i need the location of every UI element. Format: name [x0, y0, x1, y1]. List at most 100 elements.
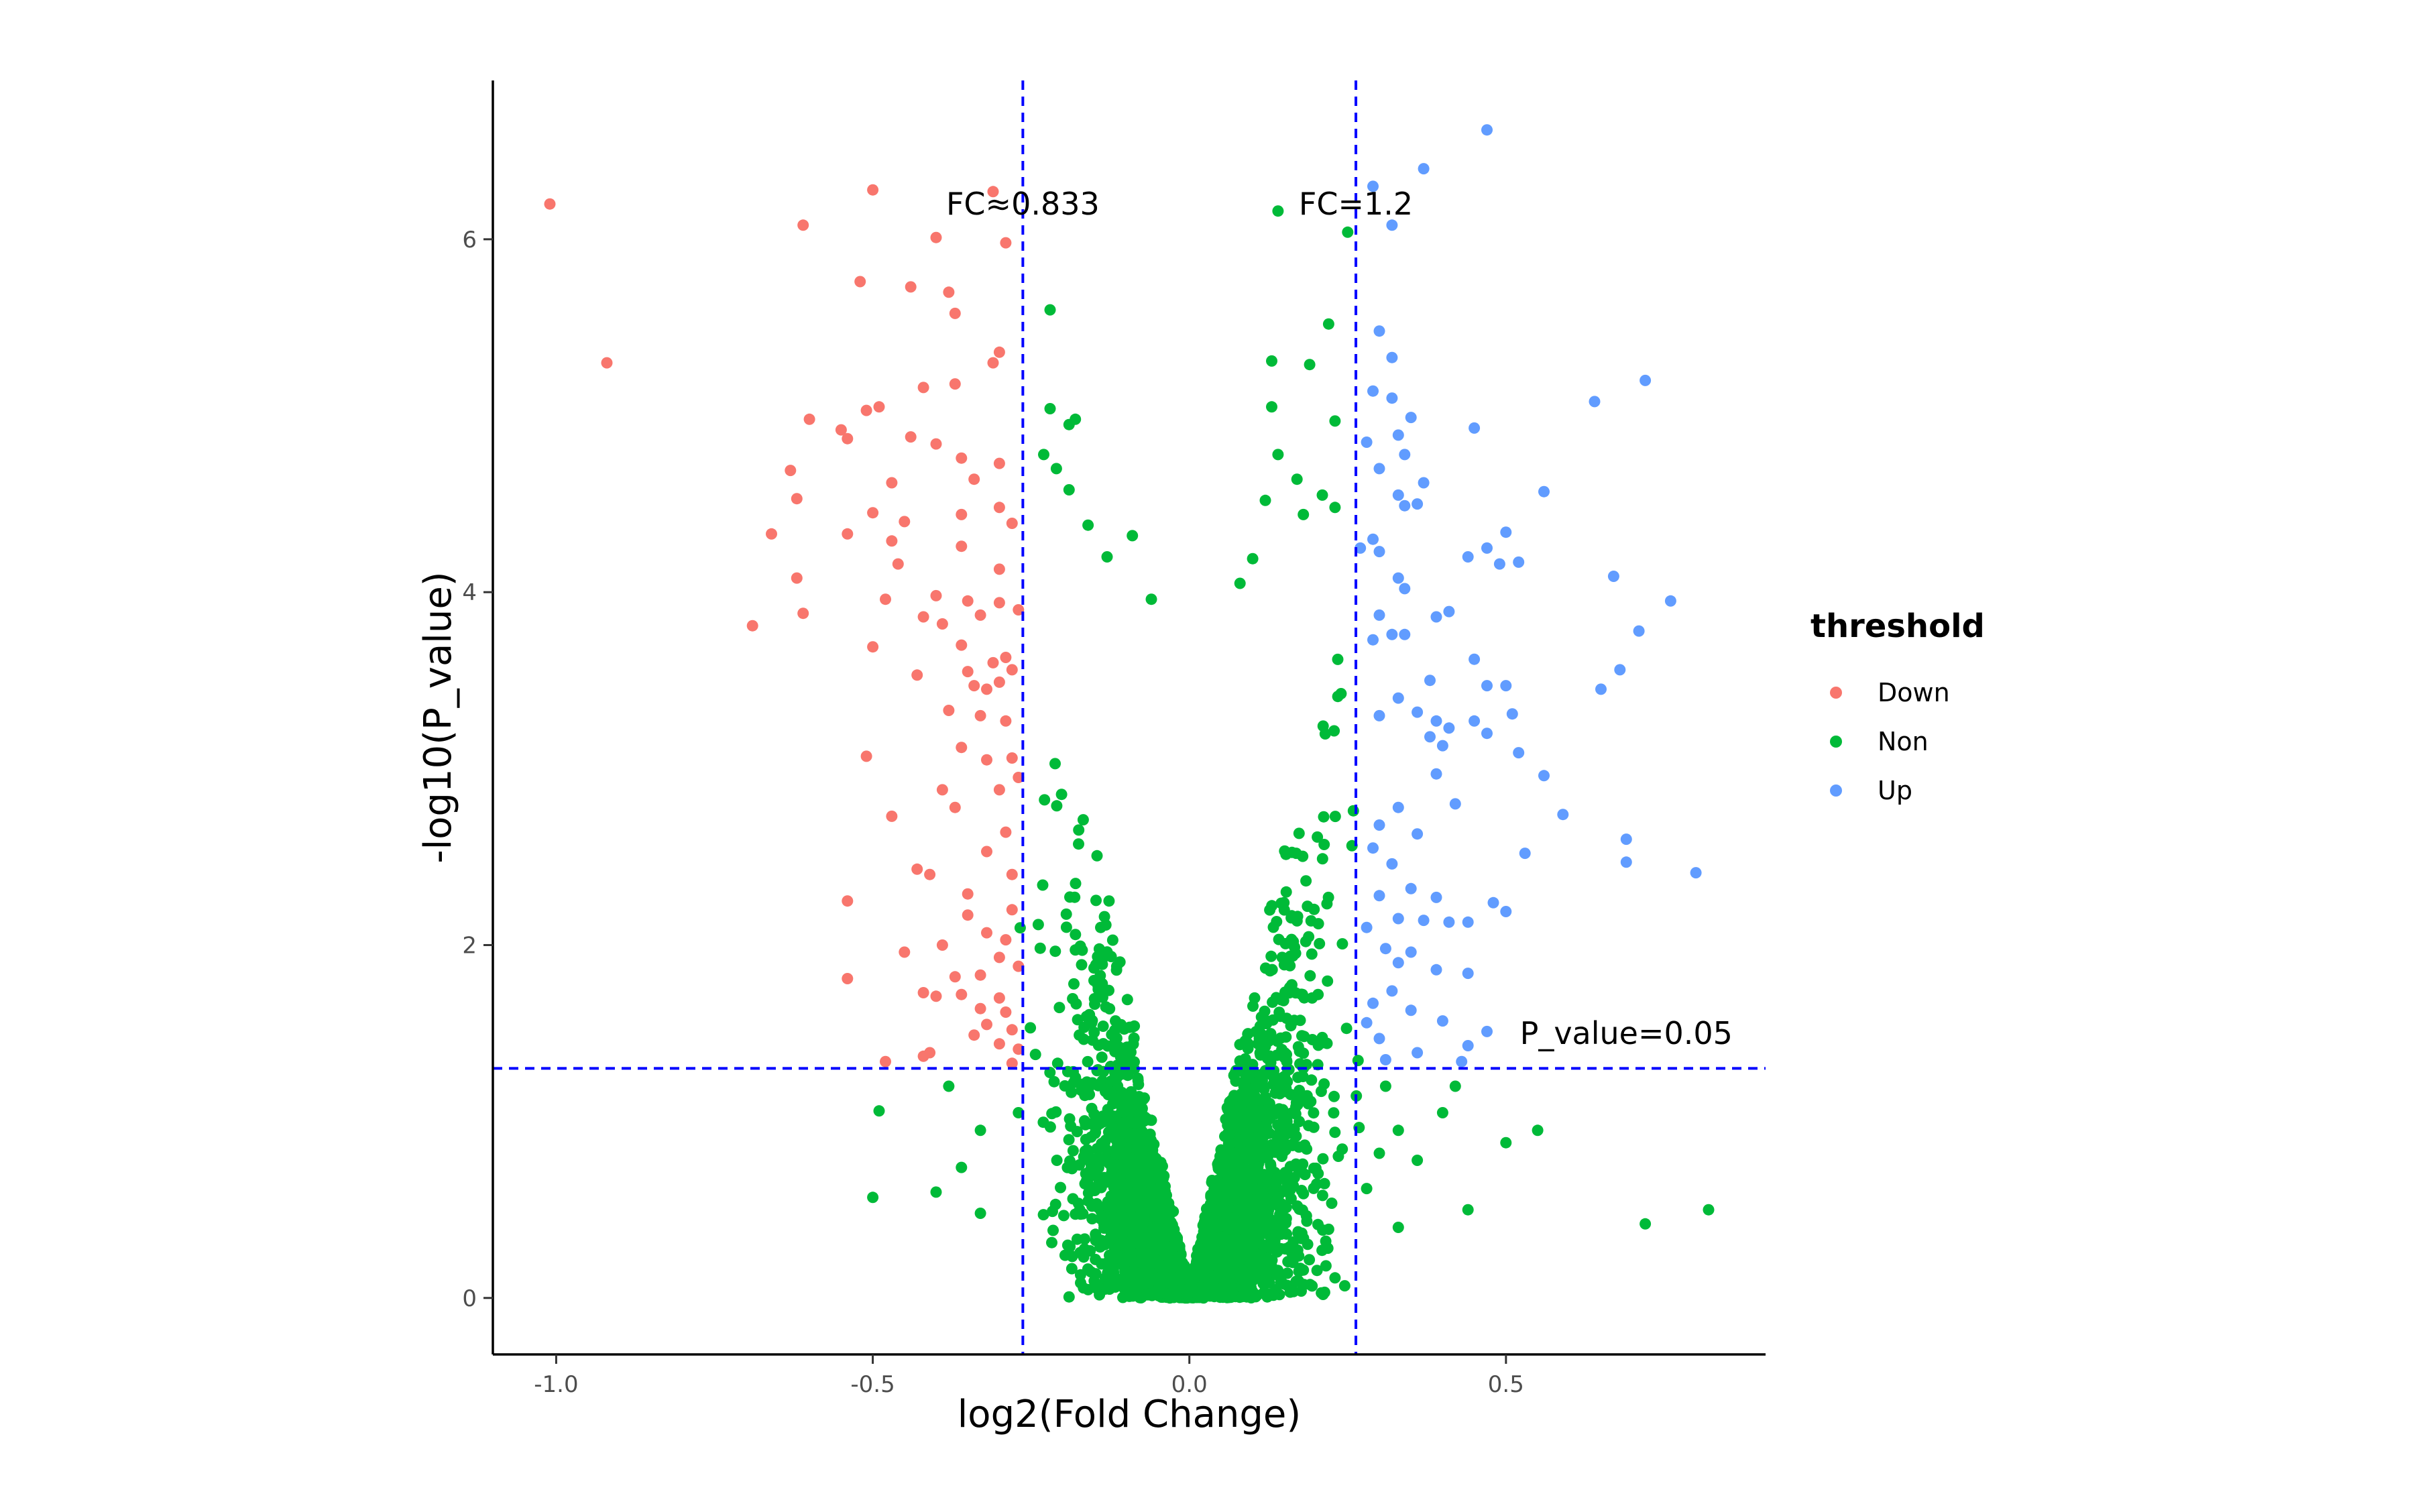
data-point-non [1078, 1243, 1090, 1255]
data-point-down [1006, 518, 1018, 529]
data-point-down [956, 540, 968, 553]
data-point-non [1204, 1212, 1216, 1224]
data-point-non [1143, 1177, 1154, 1189]
data-point-non [1076, 959, 1088, 971]
data-point-non [1091, 850, 1103, 862]
data-point-non [1123, 1156, 1134, 1168]
data-point-non [1234, 577, 1246, 589]
data-point-non [1100, 1135, 1112, 1146]
data-point-non [1145, 1151, 1157, 1163]
data-point-up [1633, 625, 1645, 637]
data-point-non [1032, 919, 1044, 931]
data-point-non [1085, 1164, 1096, 1175]
data-point-non [1143, 1236, 1155, 1248]
data-point-non [1174, 1251, 1186, 1263]
data-point-non [1293, 827, 1305, 839]
data-point-down [1013, 960, 1025, 972]
data-point-down [842, 895, 854, 907]
data-point-non [1210, 1193, 1222, 1205]
annotation-2: P_value=0.05 [1520, 1015, 1733, 1051]
threshold-lines [493, 80, 1766, 1354]
data-point-down [867, 184, 879, 196]
data-point-non [1118, 1023, 1130, 1035]
data-point-up [1443, 722, 1455, 734]
data-point-non [1285, 1193, 1297, 1205]
data-point-non [1103, 984, 1114, 996]
data-point-non [1306, 1074, 1318, 1086]
data-point-non [1088, 993, 1100, 1004]
data-point-non [1274, 1078, 1285, 1090]
data-point-non [1352, 1055, 1364, 1067]
data-point-non [1074, 940, 1086, 952]
data-point-non [1298, 508, 1310, 520]
data-point-up [1513, 556, 1525, 568]
data-point-up [1373, 546, 1385, 558]
data-point-non [1136, 1103, 1148, 1115]
data-point-non [1462, 1204, 1474, 1216]
series-down [544, 184, 1025, 1069]
data-point-down [943, 286, 955, 298]
data-point-non [1259, 1005, 1271, 1017]
data-point-non [1101, 1282, 1113, 1294]
data-point-non [1113, 1069, 1125, 1082]
data-point-non [1157, 1223, 1169, 1235]
data-point-non [1271, 1139, 1283, 1151]
data-point-down [867, 507, 879, 519]
data-point-non [1202, 1238, 1214, 1251]
data-point-down [993, 1038, 1005, 1050]
data-point-non [1070, 929, 1082, 941]
data-point-down [835, 424, 847, 436]
legend-label-up: Up [1878, 776, 1912, 805]
data-point-up [1392, 913, 1404, 925]
data-point-non [1222, 1185, 1233, 1197]
data-point-non [1103, 895, 1115, 907]
data-point-up [1418, 915, 1430, 927]
data-point-non [1082, 1195, 1094, 1207]
data-point-non [1500, 1137, 1512, 1149]
data-point-down [873, 401, 885, 413]
data-point-up [1595, 683, 1607, 695]
data-point-non [1316, 489, 1328, 501]
data-point-down [1000, 1006, 1012, 1018]
data-point-down [993, 597, 1005, 609]
data-point-non [1269, 1196, 1281, 1208]
data-point-non [1296, 1285, 1307, 1297]
data-point-non [1314, 937, 1326, 949]
data-point-non [1224, 1255, 1236, 1267]
data-point-up [1462, 916, 1474, 928]
data-point-non [974, 1208, 986, 1219]
data-point-non [1311, 1265, 1323, 1277]
data-point-non [1347, 805, 1359, 817]
data-point-up [1373, 463, 1385, 475]
data-point-non [1097, 1038, 1109, 1050]
data-point-up [1386, 628, 1398, 640]
data-point-non [1149, 1210, 1161, 1222]
data-point-non [1037, 1116, 1049, 1128]
annotation-0: FC≈0.833 [946, 186, 1100, 222]
data-point-up [1469, 653, 1481, 665]
legend: threshold Down Non Up [1810, 607, 1985, 805]
data-point-non [1101, 1200, 1113, 1212]
data-point-up [1481, 680, 1493, 692]
data-point-up [1589, 396, 1601, 408]
data-point-non [1259, 494, 1271, 506]
data-point-non [1079, 1233, 1091, 1245]
data-point-non [956, 1161, 968, 1173]
data-point-non [1237, 1076, 1249, 1088]
data-point-non [1104, 1234, 1116, 1246]
data-point-non [1338, 1280, 1350, 1292]
data-point-non [1276, 1151, 1288, 1162]
data-point-up [1500, 680, 1512, 692]
data-point-non [1302, 900, 1314, 913]
data-point-non [1121, 994, 1133, 1006]
data-point-down [899, 516, 911, 528]
data-point-down [962, 595, 974, 607]
data-point-non [1328, 1107, 1340, 1119]
data-point-up [1361, 437, 1373, 448]
data-point-up [1392, 801, 1404, 813]
data-point-up [1493, 558, 1505, 570]
data-point-down [993, 563, 1005, 575]
data-point-non [1270, 1177, 1282, 1189]
data-point-non [1073, 824, 1085, 836]
data-point-non [1251, 1170, 1263, 1182]
